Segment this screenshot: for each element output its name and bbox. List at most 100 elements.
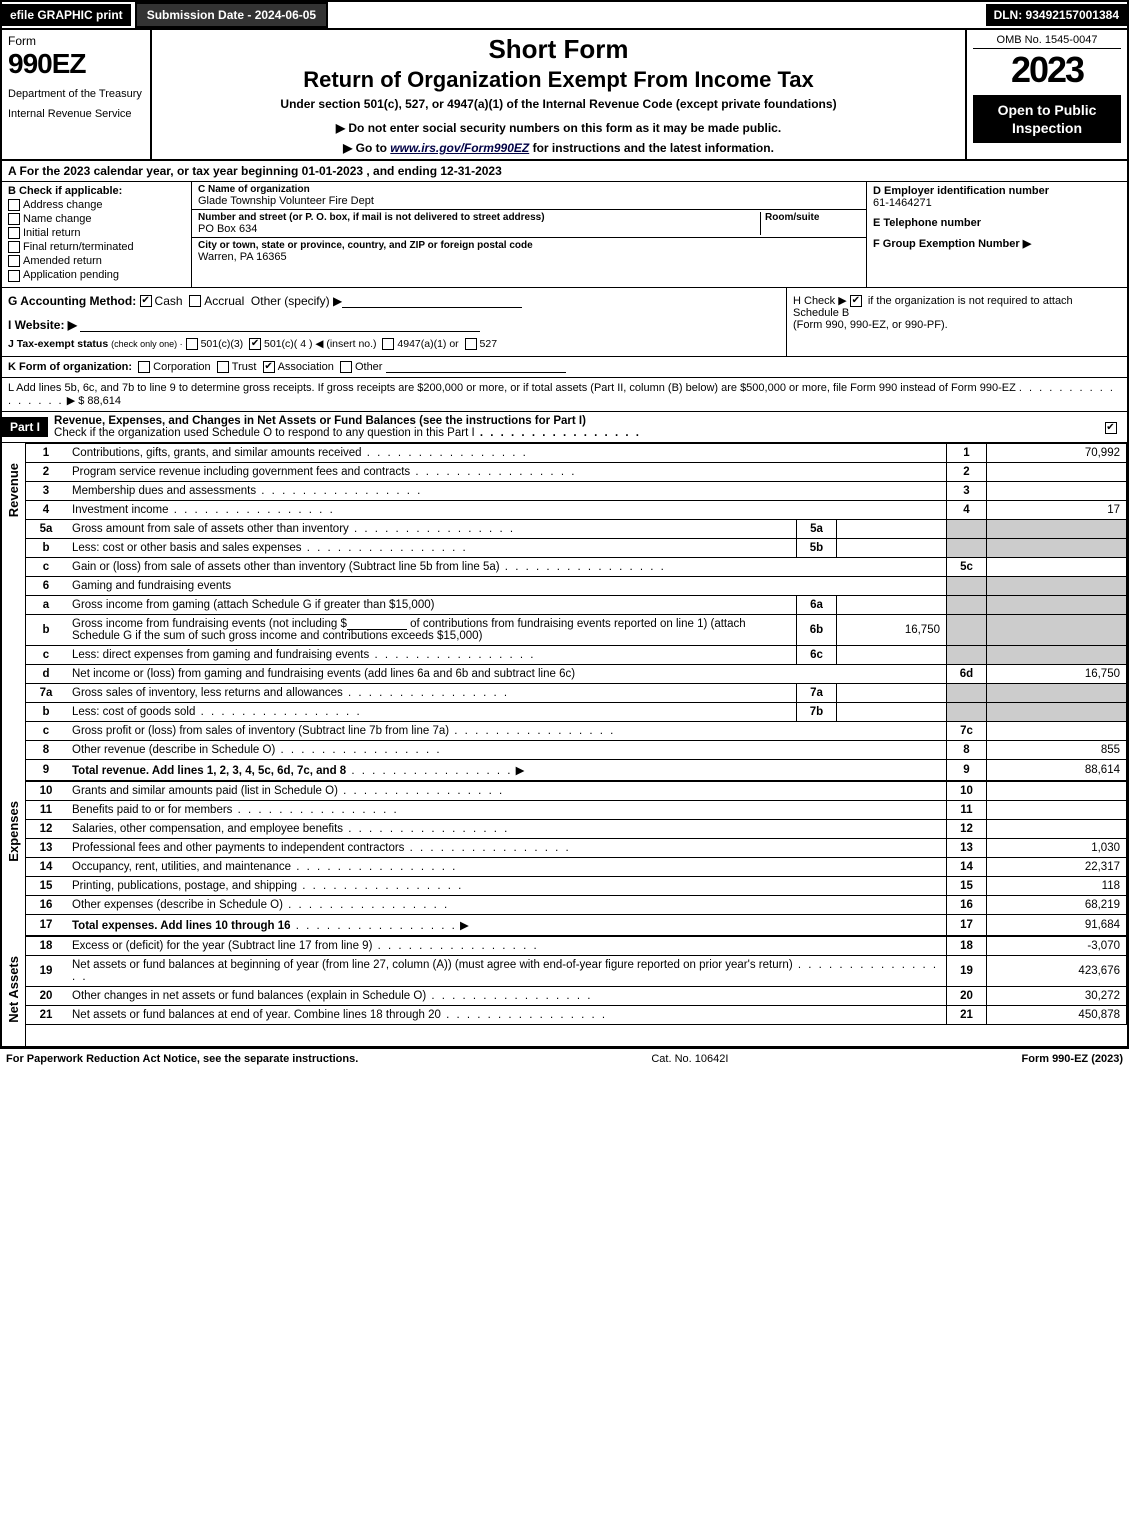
header-right: OMB No. 1545-0047 2023 Open to Public In… xyxy=(967,30,1127,159)
val-8: 855 xyxy=(987,740,1127,759)
line-5c: cGain or (loss) from sale of assets othe… xyxy=(26,557,1127,576)
street-value: PO Box 634 xyxy=(198,223,760,235)
phone-label: E Telephone number xyxy=(873,217,1121,229)
goto-suffix: for instructions and the latest informat… xyxy=(529,141,774,155)
chk-application-pending[interactable]: Application pending xyxy=(8,269,185,281)
line-8: 8Other revenue (describe in Schedule O)8… xyxy=(26,740,1127,759)
line-7c: cGross profit or (loss) from sales of in… xyxy=(26,721,1127,740)
netassets-table: 18Excess or (deficit) for the year (Subt… xyxy=(26,936,1127,1025)
chk-4947[interactable] xyxy=(382,338,394,350)
line-19: 19Net assets or fund balances at beginni… xyxy=(26,955,1127,986)
val-9: 88,614 xyxy=(987,759,1127,780)
return-title: Return of Organization Exempt From Incom… xyxy=(162,67,955,93)
line-5b: bLess: cost or other basis and sales exp… xyxy=(26,538,1127,557)
line-2: 2Program service revenue including gover… xyxy=(26,462,1127,481)
chk-trust[interactable] xyxy=(217,361,229,373)
org-name-label: C Name of organization xyxy=(198,184,860,195)
chk-name-change[interactable]: Name change xyxy=(8,213,185,225)
chk-accrual[interactable] xyxy=(189,295,201,307)
chk-schedule-o[interactable] xyxy=(1105,422,1117,434)
website-input[interactable] xyxy=(80,320,480,332)
chk-cash[interactable] xyxy=(140,295,152,307)
short-form-title: Short Form xyxy=(162,34,955,65)
val-15: 118 xyxy=(987,876,1127,895)
other-org-input[interactable] xyxy=(386,361,566,373)
val-21: 450,878 xyxy=(987,1005,1127,1024)
val-18: -3,070 xyxy=(987,936,1127,955)
efile-label: efile GRAPHIC print xyxy=(2,4,131,26)
l-text: L Add lines 5b, 6c, and 7b to line 9 to … xyxy=(8,382,1016,394)
chk-501c3[interactable] xyxy=(186,338,198,350)
section-def: D Employer identification number 61-1464… xyxy=(867,182,1127,287)
form-number: 990EZ xyxy=(8,48,144,80)
val-2 xyxy=(987,462,1127,481)
dept-treasury: Department of the Treasury xyxy=(8,88,144,100)
row-ghi: G Accounting Method: Cash Accrual Other … xyxy=(2,288,1127,357)
chk-initial-return[interactable]: Initial return xyxy=(8,227,185,239)
line-6: 6Gaming and fundraising events xyxy=(26,576,1127,595)
street-block: Number and street (or P. O. box, if mail… xyxy=(192,210,866,238)
val-17: 91,684 xyxy=(987,914,1127,935)
val-12 xyxy=(987,819,1127,838)
chk-address-change[interactable]: Address change xyxy=(8,199,185,211)
chk-other-org[interactable] xyxy=(340,361,352,373)
val-19: 423,676 xyxy=(987,955,1127,986)
tax-year: 2023 xyxy=(973,49,1121,91)
room-label: Room/suite xyxy=(765,212,860,223)
chk-assoc[interactable] xyxy=(263,361,275,373)
part1-title: Revenue, Expenses, and Changes in Net As… xyxy=(48,412,1097,442)
chk-final-return[interactable]: Final return/terminated xyxy=(8,241,185,253)
open-inspection: Open to Public Inspection xyxy=(973,95,1121,143)
line-18: 18Excess or (deficit) for the year (Subt… xyxy=(26,936,1127,955)
page-footer: For Paperwork Reduction Act Notice, see … xyxy=(0,1048,1129,1069)
line-21: 21Net assets or fund balances at end of … xyxy=(26,1005,1127,1024)
line-6b: bGross income from fundraising events (n… xyxy=(26,614,1127,645)
form-header: Form 990EZ Department of the Treasury In… xyxy=(2,30,1127,161)
line-9: 9Total revenue. Add lines 1, 2, 3, 4, 5c… xyxy=(26,759,1127,780)
chk-amended-return[interactable]: Amended return xyxy=(8,255,185,267)
city-label: City or town, state or province, country… xyxy=(198,240,860,251)
val-6b: 16,750 xyxy=(837,614,947,645)
section-k: K Form of organization: Corporation Trus… xyxy=(2,357,1127,378)
goto-link[interactable]: www.irs.gov/Form990EZ xyxy=(390,141,529,155)
revenue-table: 1Contributions, gifts, grants, and simil… xyxy=(26,443,1127,781)
val-3 xyxy=(987,481,1127,500)
line-1: 1Contributions, gifts, grants, and simil… xyxy=(26,443,1127,462)
val-13: 1,030 xyxy=(987,838,1127,857)
line-20: 20Other changes in net assets or fund ba… xyxy=(26,986,1127,1005)
omb-number: OMB No. 1545-0047 xyxy=(973,34,1121,49)
line-6c: cLess: direct expenses from gaming and f… xyxy=(26,645,1127,664)
h-text3: (Form 990, 990-EZ, or 990-PF). xyxy=(793,319,948,331)
line-5a: 5aGross amount from sale of assets other… xyxy=(26,519,1127,538)
line-3: 3Membership dues and assessments3 xyxy=(26,481,1127,500)
line-12: 12Salaries, other compensation, and empl… xyxy=(26,819,1127,838)
revenue-side-label: Revenue xyxy=(2,443,26,781)
under-section: Under section 501(c), 527, or 4947(a)(1)… xyxy=(162,97,955,111)
header-left: Form 990EZ Department of the Treasury In… xyxy=(2,30,152,159)
org-name-value: Glade Township Volunteer Fire Dept xyxy=(198,195,860,207)
val-4: 17 xyxy=(987,500,1127,519)
expenses-side-label: Expenses xyxy=(2,781,26,936)
header-center: Short Form Return of Organization Exempt… xyxy=(152,30,967,159)
footer-right: Form 990-EZ (2023) xyxy=(1022,1053,1124,1065)
val-5c xyxy=(987,557,1127,576)
line-7a: 7aGross sales of inventory, less returns… xyxy=(26,683,1127,702)
section-b-label: B Check if applicable: xyxy=(8,185,185,197)
form-word: Form xyxy=(8,34,144,48)
dept-irs: Internal Revenue Service xyxy=(8,108,144,120)
chk-501c[interactable] xyxy=(249,338,261,350)
other-specify-input[interactable] xyxy=(342,296,522,308)
line-15: 15Printing, publications, postage, and s… xyxy=(26,876,1127,895)
part1-badge: Part I xyxy=(2,417,48,437)
dln-label: DLN: 93492157001384 xyxy=(986,4,1127,26)
top-bar: efile GRAPHIC print Submission Date - 20… xyxy=(2,2,1127,30)
chk-527[interactable] xyxy=(465,338,477,350)
chk-corp[interactable] xyxy=(138,361,150,373)
val-20: 30,272 xyxy=(987,986,1127,1005)
k-label: K Form of organization: xyxy=(8,361,132,373)
footer-left: For Paperwork Reduction Act Notice, see … xyxy=(6,1053,358,1065)
chk-schedule-b[interactable] xyxy=(850,295,862,307)
info-grid: B Check if applicable: Address change Na… xyxy=(2,182,1127,288)
footer-catno: Cat. No. 10642I xyxy=(358,1053,1021,1065)
section-g: G Accounting Method: Cash Accrual Other … xyxy=(8,294,780,308)
